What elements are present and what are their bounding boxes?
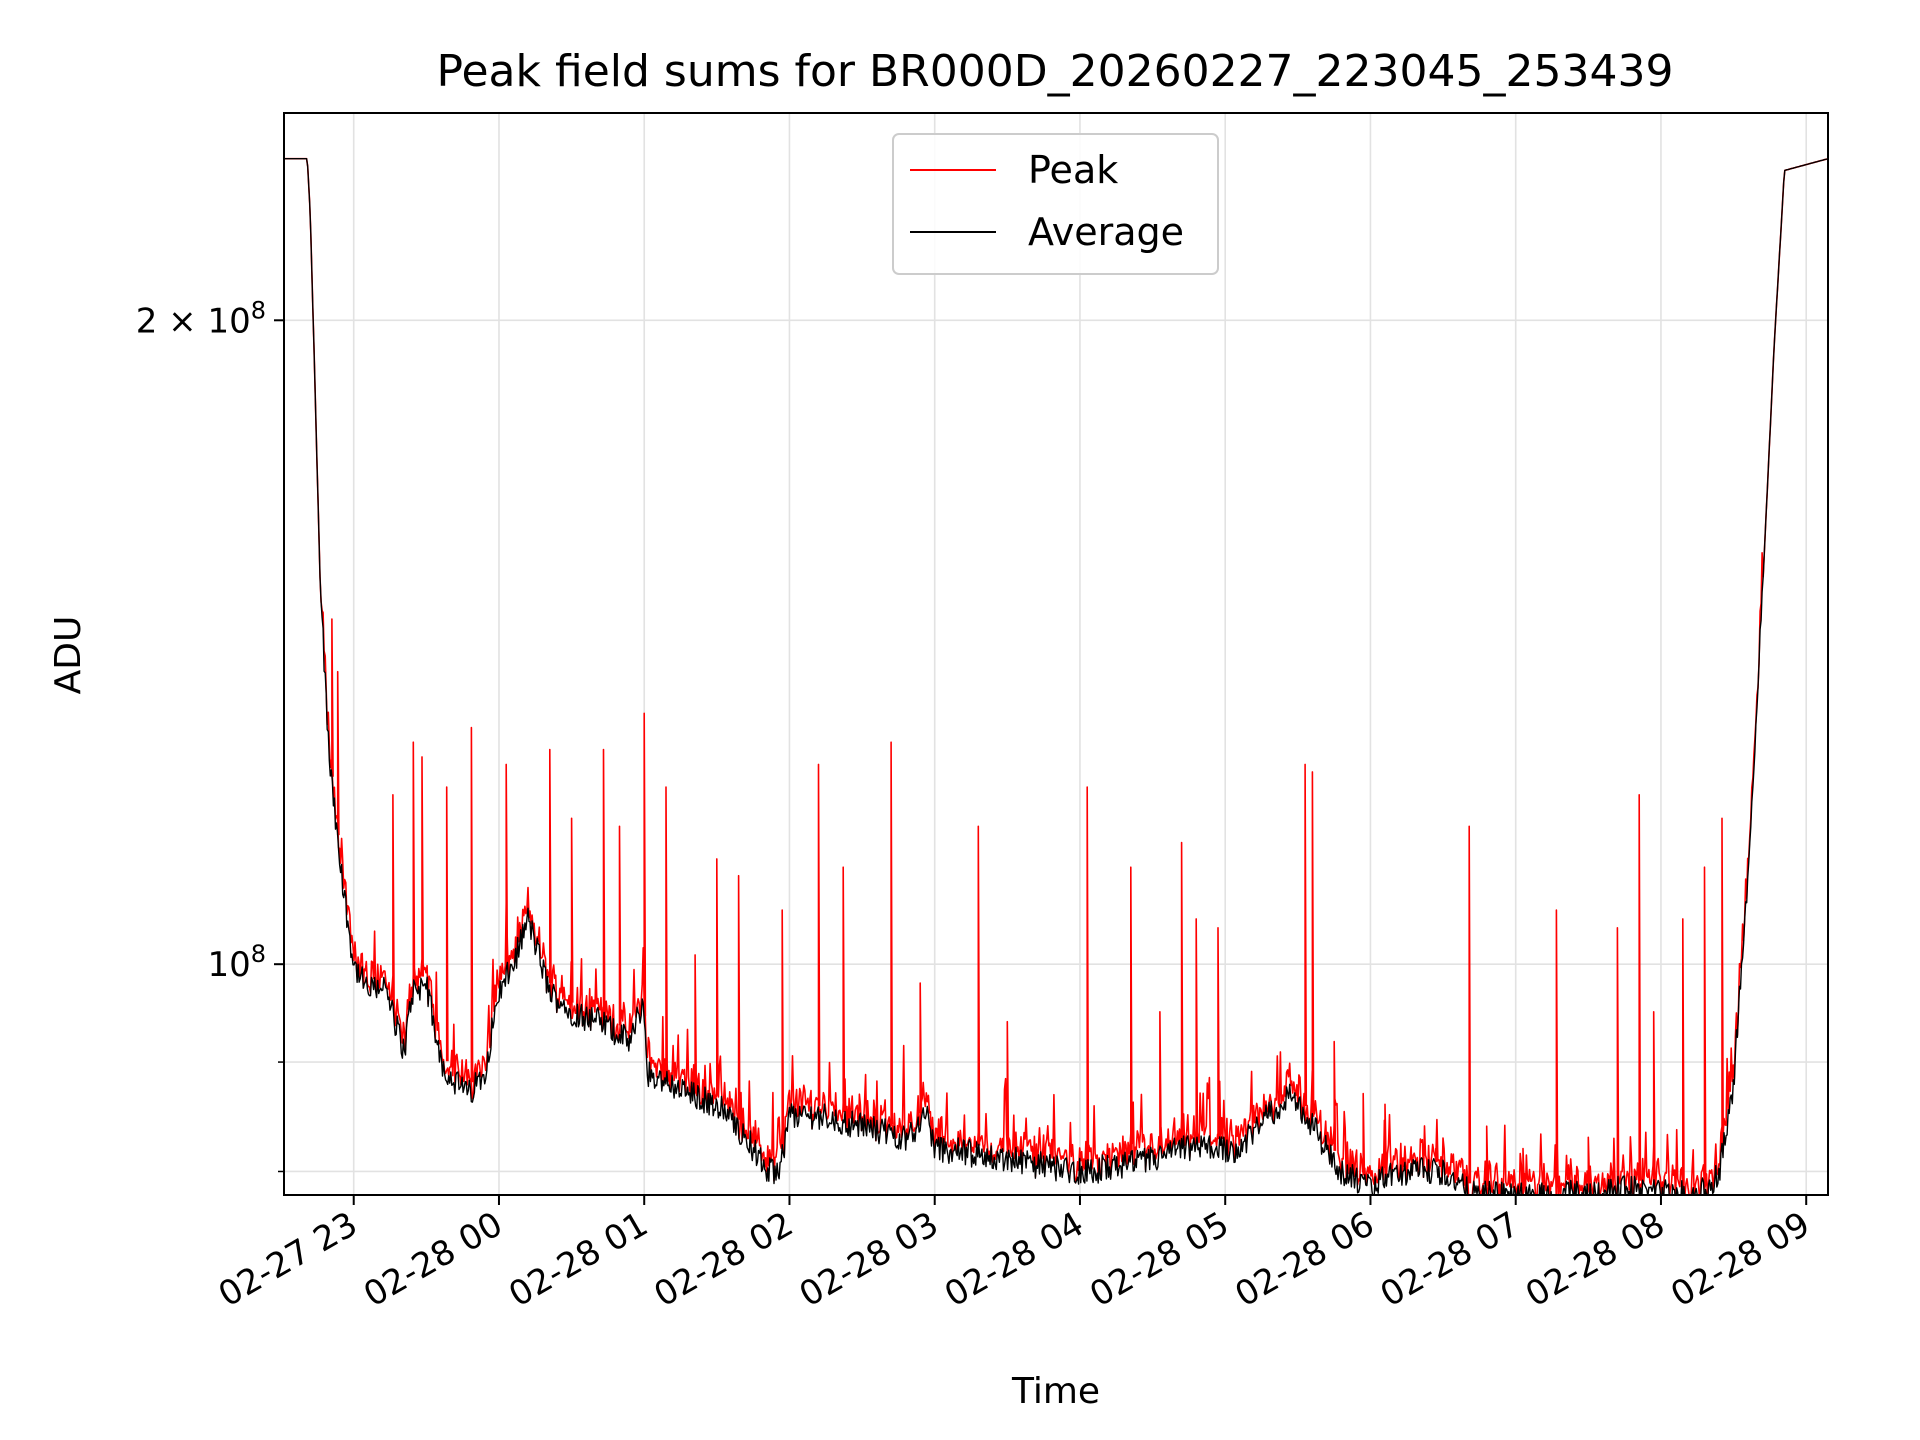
chart-title: Peak field sums for BR000D_20260227_2230… — [437, 46, 1674, 97]
y-axis-label: ADU — [48, 616, 89, 695]
legend-peak-label: Peak — [1028, 148, 1118, 192]
plot-frame — [283, 112, 1829, 1196]
x-axis-label: Time — [1011, 1371, 1100, 1412]
legend: Peak Average — [892, 133, 1219, 275]
y-tick-label: 108 — [207, 940, 266, 985]
average-series-line — [284, 158, 1828, 1195]
series-group — [284, 157, 1828, 1195]
y-tick-label: 2 × 108 — [136, 296, 266, 341]
legend-average-label: Average — [1028, 210, 1184, 254]
